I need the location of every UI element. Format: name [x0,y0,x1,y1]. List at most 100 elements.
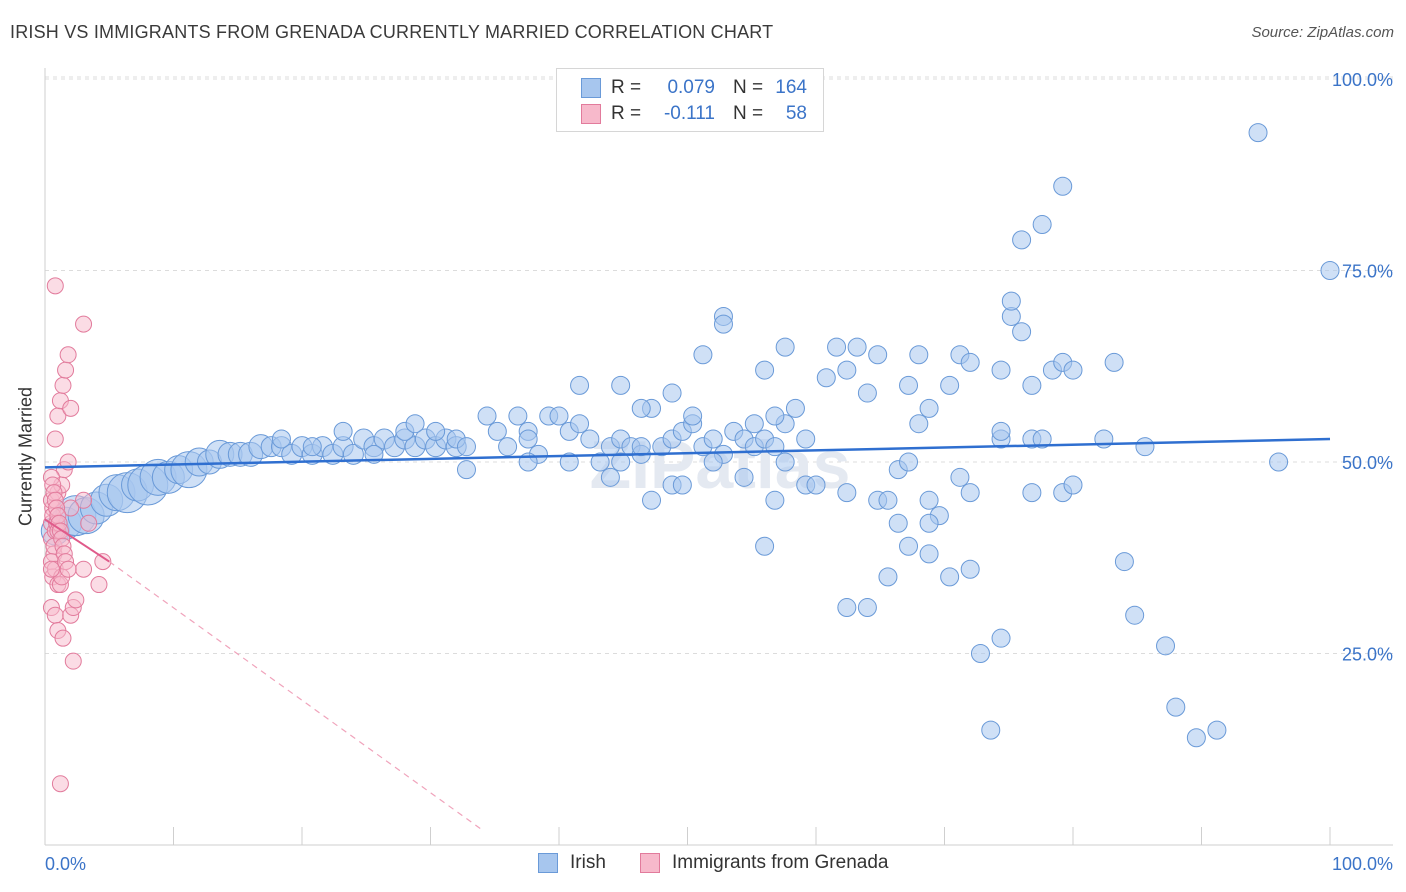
irish-point [518,429,538,449]
irish-point [631,437,651,457]
grenada-trend-line [44,518,110,563]
irish-point [755,360,775,380]
grenada-point [54,629,72,647]
irish-point [899,536,919,556]
n-value: 164 [775,77,807,98]
irish-point [487,421,507,441]
irish-point [1001,291,1021,311]
grenada-trend-extension [108,561,483,831]
irish-point [744,414,764,434]
irish-point [703,429,723,449]
r-value: -0.111 [663,103,715,124]
irish-point [703,452,723,472]
x-tick-label: 100.0% [1332,854,1393,874]
irish-point [755,536,775,556]
irish-point [765,437,785,457]
irish-trend-line [44,437,1331,469]
n-label: N = [733,77,764,98]
irish-point [878,567,898,587]
irish-point [1125,605,1145,625]
grenada-point [75,560,93,578]
irish-point [991,421,1011,441]
irish-point [765,490,785,510]
irish-point [631,398,651,418]
irish-point [940,567,960,587]
grenada-point [46,277,64,295]
irish-point [1166,697,1186,717]
irish-point [981,720,1001,740]
irish-point [405,414,425,434]
irish-point [1012,322,1032,342]
grenada-point [59,346,77,364]
irish-point [570,375,590,395]
irish-point [1248,123,1268,143]
irish-point [775,452,795,472]
grenada-point [51,775,69,793]
irish-point [662,383,682,403]
irish-point [477,406,497,426]
y-tick-label: 75.0% [1342,262,1393,282]
irish-point [765,406,785,426]
irish-point [559,452,579,472]
irish-point [806,475,826,495]
irish-point [919,513,939,533]
bottom-legend-irish: Irish [538,852,606,874]
irish-point [1022,375,1042,395]
irish-point [1063,475,1083,495]
irish-point [508,406,528,426]
grenada-point [75,491,93,509]
irish-point [888,513,908,533]
irish-point [796,429,816,449]
legend-row-irish: R = 0.079 N = 164 [581,76,807,100]
grenada-point [75,315,93,333]
irish-legend-swatch [538,853,558,873]
grenada-legend-label: Immigrants from Grenada [672,852,889,873]
irish-point [1012,230,1032,250]
irish-point [456,437,476,457]
irish-point [1269,452,1289,472]
irish-point [580,429,600,449]
r-value: 0.079 [667,77,715,98]
grenada-legend-swatch [640,853,660,873]
r-label: R = [611,77,642,98]
irish-point [1063,360,1083,380]
irish-point [919,544,939,564]
irish-point [878,490,898,510]
r-label: R = [611,103,642,124]
irish-point [1207,720,1227,740]
irish-point [611,452,631,472]
grenada-point [46,606,64,624]
irish-point [302,437,322,457]
irish-point [1053,176,1073,196]
source-label: Source: ZipAtlas.com [1251,24,1394,41]
irish-point [549,406,569,426]
irish-point [950,467,970,487]
grenada-point [94,553,112,571]
grenada-point [54,376,72,394]
irish-point [919,398,939,418]
grenada-point [57,361,75,379]
grenada-point [46,430,64,448]
y-tick-label: 100.0% [1332,70,1393,90]
irish-point [837,598,857,618]
irish-point [426,421,446,441]
bottom-legend-grenada: Immigrants from Grenada [640,852,888,874]
irish-legend-label: Irish [570,852,606,873]
irish-point [600,467,620,487]
irish-point [1114,552,1134,572]
irish-point [837,360,857,380]
grenada-point [62,399,80,417]
irish-point [960,559,980,579]
irish-point [775,337,795,357]
irish-point [991,360,1011,380]
irish-point [857,598,877,618]
irish-point [1156,636,1176,656]
irish-point [816,368,836,388]
irish-point [271,429,291,449]
grenada-swatch [581,104,601,124]
chart-title: IRISH VS IMMIGRANTS FROM GRENADA CURRENT… [10,22,774,42]
irish-point [590,452,610,472]
irish-point [837,483,857,503]
irish-point [868,345,888,365]
